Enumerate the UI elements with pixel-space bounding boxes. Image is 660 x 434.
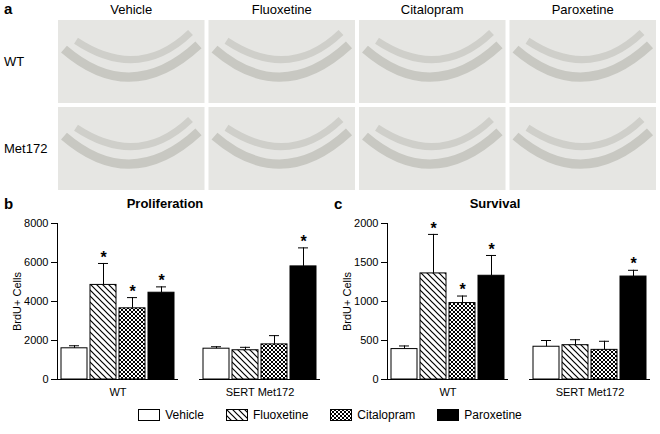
svg-text:1500: 1500 [354,256,378,268]
svg-text:*: * [158,272,165,289]
svg-text:8000: 8000 [24,217,48,229]
html-text:c: c [334,195,343,212]
svg-text:*: * [100,249,107,266]
svg-text:WT: WT [109,386,126,398]
svg-text:BrdU+ Cells: BrdU+ Cells [341,272,353,331]
svg-text:0: 0 [372,373,378,385]
svg-text:*: * [459,281,466,298]
svg-text:Fluoxetine: Fluoxetine [252,2,312,17]
svg-text:0: 0 [42,373,48,385]
html-text:Citalopram: Citalopram [357,408,416,422]
svg-text:a: a [4,0,13,17]
svg-text:Paroxetine: Paroxetine [552,2,614,17]
html-text:Proliferation: Proliferation [126,196,204,211]
svg-text:500: 500 [360,334,378,346]
svg-text:BrdU+ Cells: BrdU+ Cells [11,272,23,331]
svg-text:2000: 2000 [354,217,378,229]
svg-text:WT: WT [4,54,24,69]
html-text:Survival: Survival [469,196,521,211]
html-text:Vehicle: Vehicle [165,408,204,422]
svg-text:SERT Met172: SERT Met172 [556,386,625,398]
svg-text:*: * [430,220,437,237]
svg-text:6000: 6000 [24,256,48,268]
svg-text:*: * [488,241,495,258]
html-text:b: b [4,195,14,212]
svg-text:*: * [129,283,136,300]
svg-text:1000: 1000 [354,295,378,307]
svg-text:WT: WT [439,386,456,398]
svg-text:Vehicle: Vehicle [110,2,152,17]
html-text:Paroxetine: Paroxetine [464,408,522,422]
svg-text:2000: 2000 [24,334,48,346]
svg-text:Met172: Met172 [4,141,47,156]
svg-text:*: * [630,255,637,272]
svg-text:SERT Met172: SERT Met172 [226,386,295,398]
html-text:Fluoxetine: Fluoxetine [253,408,309,422]
svg-text:*: * [300,233,307,250]
svg-text:4000: 4000 [24,295,48,307]
svg-text:Citalopram: Citalopram [401,2,464,17]
